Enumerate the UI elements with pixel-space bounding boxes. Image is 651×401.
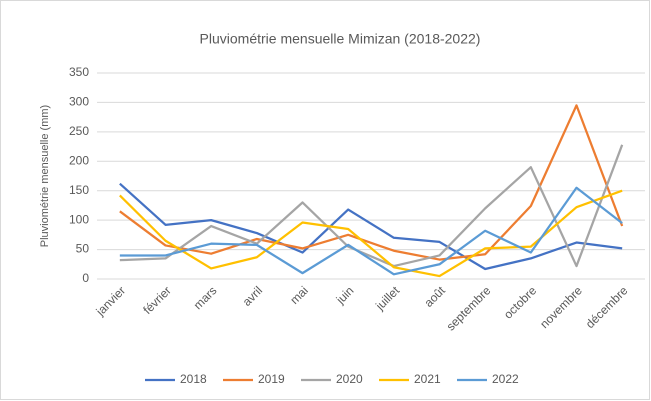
y-tick-label: 100 [69, 212, 89, 226]
legend-label: 2021 [414, 372, 441, 386]
y-tick-label: 150 [69, 183, 89, 197]
line-series [119, 186, 623, 276]
y-tick-label: 250 [69, 124, 89, 138]
legend-label: 2020 [336, 372, 363, 386]
y-tick-label: 0 [82, 271, 89, 285]
y-tick-label: 300 [69, 95, 89, 109]
chart-title: Pluviométrie mensuelle Mimizan (2018-202… [200, 31, 481, 47]
line-series [119, 182, 623, 271]
y-tick-label: 200 [69, 153, 89, 167]
legend-label: 2019 [258, 372, 285, 386]
legend-label: 2022 [492, 372, 519, 386]
line-series [119, 104, 624, 261]
legend-label: 2018 [180, 372, 207, 386]
line-series [119, 144, 624, 268]
y-tick-label: 350 [69, 65, 89, 79]
y-tick-label: 50 [76, 242, 90, 256]
y-axis-label: Pluviométrie mensuelle (mm) [39, 105, 51, 247]
